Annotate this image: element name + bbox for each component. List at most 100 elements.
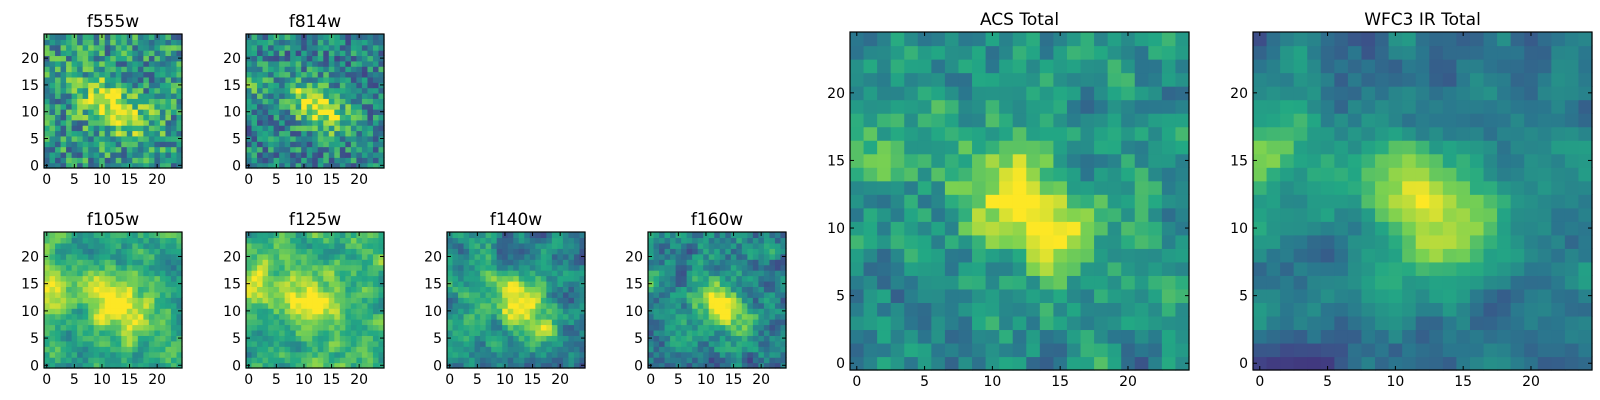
heatmap-cell [850,153,865,168]
heatmap-cell [148,324,155,331]
heatmap-cell [262,302,269,309]
heatmap-cell [518,259,525,266]
heatmap-cell [1307,207,1322,222]
heatmap-cell [257,39,264,46]
heatmap-cell [328,259,335,266]
heatmap-cell [104,157,111,164]
heatmap-cell [463,291,470,298]
heatmap-cell [372,351,380,358]
heatmap-cell [339,92,346,99]
heatmap-cell [972,167,987,182]
heatmap-cell [345,362,352,369]
heatmap-cell [60,39,67,46]
heatmap-cell [1347,167,1363,182]
heatmap-cell [44,151,51,158]
heatmap-cell [863,261,878,276]
heatmap-cell [159,264,167,271]
heatmap-cell [251,135,258,142]
heatmap-cell [513,302,520,309]
heatmap-cell [496,286,503,293]
heatmap-cell [154,71,161,78]
heatmap-cell [88,71,95,78]
heatmap-cell [44,302,51,309]
heatmap-cell [659,324,666,331]
heatmap-cell [154,66,161,73]
heatmap-cell [295,60,302,67]
heatmap-cell [1066,126,1082,141]
heatmap-cell [863,153,878,168]
heatmap-cell [137,275,144,282]
heatmap-cell [323,50,330,57]
heatmap-cell [367,280,374,287]
heatmap-cell [1456,261,1471,276]
heatmap-cell [170,34,178,40]
heatmap-cell [850,32,865,47]
heatmap-cell [1080,356,1095,371]
heatmap-cell [378,264,385,271]
x-tick-label: 5 [272,372,281,388]
heatmap-cell [350,237,357,244]
heatmap-cell [1483,194,1498,209]
heatmap-cell [99,248,106,255]
heatmap-cell [148,286,155,293]
heatmap-cell [55,146,62,153]
heatmap-cell [1053,113,1068,128]
heatmap-cell [697,264,704,271]
heatmap-cell [99,259,106,266]
heatmap-cell [339,329,346,336]
heatmap-cell [251,237,258,244]
heatmap-cell [1026,194,1041,209]
heatmap-cell [148,319,155,326]
heatmap-cell [507,302,514,309]
heatmap-cell [758,259,765,266]
heatmap-cell [361,66,369,73]
heatmap-cell [1161,45,1177,60]
heatmap-cell [143,308,150,315]
heatmap-cell [328,270,335,277]
heatmap-cell [312,76,319,83]
heatmap-cell [502,275,509,282]
heatmap-cell [77,92,84,99]
heatmap-cell [491,275,498,282]
heatmap-cell [904,99,919,114]
heatmap-cell [1026,356,1041,371]
heatmap-cell [1469,248,1485,263]
heatmap-cell [774,324,782,331]
heatmap-cell [1375,342,1390,358]
heatmap-cell [334,264,341,271]
heatmap-cell [295,270,302,277]
heatmap-cell [458,351,465,358]
heatmap-cell [540,302,547,309]
heatmap-cell [972,113,987,128]
heatmap-cell [480,329,487,336]
heatmap-cell [367,119,374,126]
heatmap-cell [93,146,100,153]
y-tick-label: 15 [223,277,241,293]
heatmap-cell [154,242,161,249]
heatmap-cell [306,141,313,148]
heatmap-cell [1483,302,1498,317]
heatmap-cell [653,264,660,271]
heatmap-cell [246,98,253,105]
heatmap-cell [334,82,341,89]
heatmap-cell [653,270,660,277]
x-tick-label: 0 [852,374,861,390]
heatmap-cell [126,141,133,148]
heatmap-cell [323,324,330,331]
heatmap-cell [1039,342,1054,358]
heatmap-cell [334,34,341,40]
heatmap-cell [681,264,688,271]
heatmap-cell [1469,234,1485,249]
heatmap-cell [944,315,960,331]
heatmap-cell [491,270,498,277]
heatmap-cell [143,335,150,342]
heatmap-cell [378,313,385,320]
heatmap-cell [323,39,330,46]
heatmap-cell [769,270,776,277]
heatmap-cell [458,319,465,326]
heatmap-cell [850,234,865,249]
heatmap-cell [774,313,782,320]
heatmap-cell [170,253,178,260]
heatmap-cell [148,308,155,315]
heatmap-cell [999,329,1014,344]
